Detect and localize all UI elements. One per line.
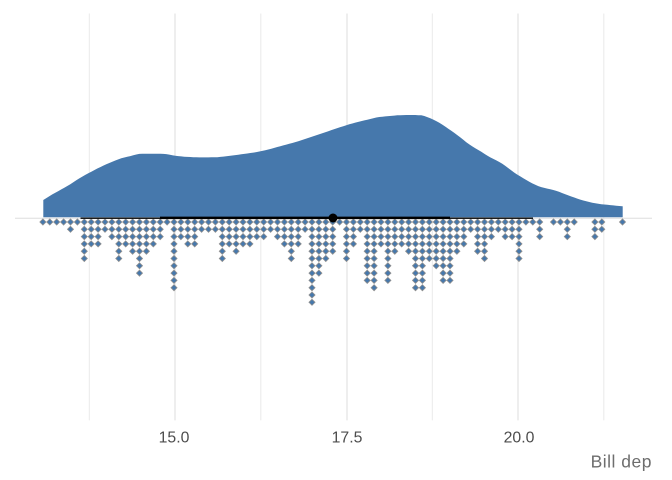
svg-text:15.0: 15.0 (159, 430, 190, 447)
svg-text:17.5: 17.5 (332, 430, 363, 447)
svg-text:20.0: 20.0 (504, 430, 535, 447)
svg-text:Bill dep: Bill dep (591, 452, 652, 472)
